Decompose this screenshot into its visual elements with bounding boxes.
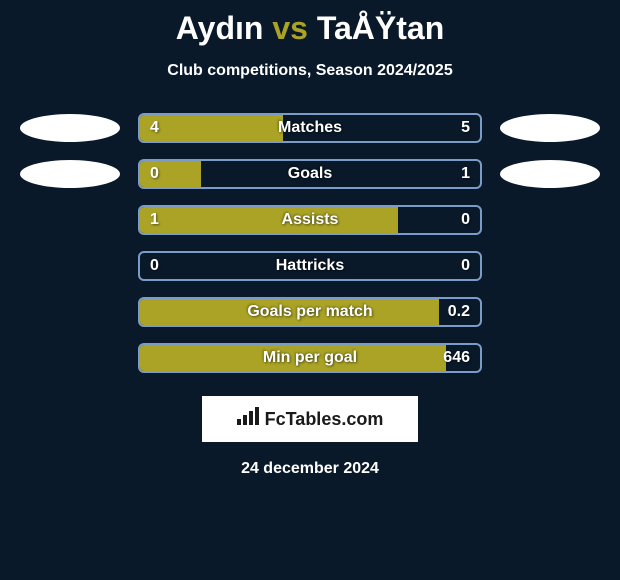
- stat-value-right: 0: [461, 211, 470, 229]
- stat-row: 0Goals1: [10, 156, 610, 192]
- comparison-title: Aydın vs TaÅŸtan: [10, 10, 610, 47]
- subtitle: Club competitions, Season 2024/2025: [10, 62, 610, 80]
- logo-box: FcTables.com: [202, 396, 418, 442]
- player-marker-left: [20, 114, 120, 142]
- stat-value-right: 1: [461, 165, 470, 183]
- stat-label: Assists: [140, 211, 480, 229]
- player-marker-right: [500, 114, 600, 142]
- stats-chart: 4Matches50Goals11Assists00Hattricks0Goal…: [10, 110, 610, 376]
- stat-bar: Goals per match0.2: [138, 297, 482, 327]
- stat-bar: Min per goal646: [138, 343, 482, 373]
- stat-value-right: 646: [443, 349, 470, 367]
- stat-value-right: 0: [461, 257, 470, 275]
- stat-label: Hattricks: [140, 257, 480, 275]
- stat-bar: 0Goals1: [138, 159, 482, 189]
- player-marker-left: [20, 160, 120, 188]
- stat-label: Goals: [140, 165, 480, 183]
- title-player-left: Aydın: [176, 10, 264, 46]
- logo-text: FcTables.com: [265, 409, 384, 430]
- player-marker-right: [500, 160, 600, 188]
- stat-value-right: 5: [461, 119, 470, 137]
- date-footer: 24 december 2024: [10, 460, 610, 478]
- title-vs: vs: [272, 10, 308, 46]
- stat-value-right: 0.2: [448, 303, 470, 321]
- stat-row: Min per goal646: [10, 340, 610, 376]
- stat-label: Min per goal: [140, 349, 480, 367]
- stat-bar: 4Matches5: [138, 113, 482, 143]
- stat-row: 4Matches5: [10, 110, 610, 146]
- stat-bar: 0Hattricks0: [138, 251, 482, 281]
- stat-label: Matches: [140, 119, 480, 137]
- stat-label: Goals per match: [140, 303, 480, 321]
- stat-row: Goals per match0.2: [10, 294, 610, 330]
- stat-bar: 1Assists0: [138, 205, 482, 235]
- stat-row: 1Assists0: [10, 202, 610, 238]
- stat-row: 0Hattricks0: [10, 248, 610, 284]
- chart-icon: [237, 407, 259, 431]
- title-player-right: TaÅŸtan: [317, 10, 444, 46]
